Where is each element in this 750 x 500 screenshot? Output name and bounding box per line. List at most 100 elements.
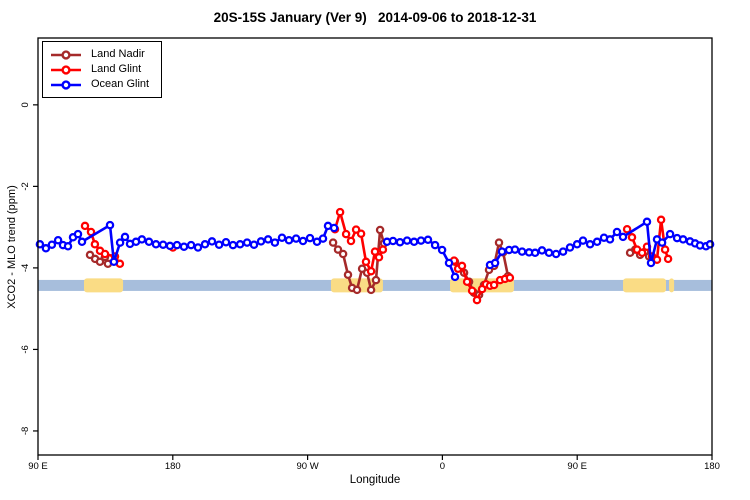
legend-marker: [61, 64, 71, 75]
data-point: [517, 247, 527, 256]
data-point: [637, 248, 647, 258]
data-point: [305, 233, 315, 243]
data-point: [214, 240, 224, 249]
data-point: [652, 255, 662, 264]
data-point: [665, 229, 675, 239]
data-point: [416, 236, 426, 245]
data-point: [462, 277, 472, 287]
data-point: [592, 237, 602, 247]
data-point: [270, 238, 280, 247]
y-axis-tick-label: -6: [20, 345, 31, 353]
data-point: [256, 237, 266, 246]
legend-marker: [61, 49, 71, 60]
data-point: [144, 237, 154, 247]
data-point: [228, 240, 238, 250]
data-point: [73, 229, 83, 239]
x-axis-title: Longitude: [349, 474, 401, 486]
data-point: [366, 266, 376, 276]
data-point: [277, 233, 287, 242]
data-point: [318, 234, 328, 243]
data-point: [657, 238, 667, 247]
data-point: [430, 240, 440, 250]
data-point: [298, 236, 308, 246]
legend-swatch-icon: [51, 64, 81, 75]
data-point: [77, 237, 87, 247]
land-strip-segment: [623, 278, 667, 293]
x-axis-tick-label: 90 E: [567, 461, 587, 472]
x-axis-tick-label: 0: [440, 461, 445, 472]
data-point: [41, 244, 51, 253]
data-point: [172, 240, 182, 250]
data-point: [90, 240, 100, 249]
data-point: [193, 243, 203, 252]
data-point: [618, 232, 628, 242]
data-point: [351, 225, 361, 234]
data-point: [572, 240, 582, 249]
data-point: [551, 249, 561, 259]
legend-item: Land Nadir: [49, 47, 149, 62]
data-point: [100, 249, 110, 259]
data-point: [80, 221, 90, 231]
data-point: [346, 236, 356, 246]
data-point: [378, 245, 388, 254]
data-point: [85, 250, 95, 260]
data-point: [457, 261, 467, 271]
data-point: [242, 238, 252, 247]
data-point: [395, 237, 405, 247]
data-point: [207, 237, 217, 246]
data-point: [612, 227, 622, 237]
data-point: [105, 220, 115, 230]
data-point: [505, 273, 515, 282]
data-point: [370, 247, 380, 256]
legend-marker: [61, 79, 71, 90]
data-point: [660, 245, 670, 254]
series-ocean-glint: [35, 217, 715, 282]
data-point: [179, 242, 189, 251]
data-point: [115, 238, 125, 247]
data-point: [423, 235, 433, 245]
y-axis-tick-label: -4: [20, 264, 31, 272]
data-point: [530, 248, 540, 258]
x-axis-tick-label: 90 E: [28, 461, 48, 472]
data-point: [565, 243, 575, 252]
data-point: [263, 235, 273, 244]
data-point: [375, 225, 385, 235]
data-point: [341, 229, 351, 239]
data-point: [137, 235, 147, 244]
y-axis-title: XCO2 - MLO trend (ppm): [6, 185, 18, 309]
data-point: [663, 254, 673, 264]
data-point: [678, 235, 688, 244]
data-point: [357, 264, 367, 273]
data-point: [361, 257, 371, 267]
data-point: [388, 236, 398, 246]
data-point: [374, 253, 384, 262]
data-point: [200, 240, 210, 249]
data-point: [356, 229, 366, 238]
data-point: [366, 285, 376, 295]
data-point: [335, 207, 345, 217]
data-point: [109, 257, 119, 267]
data-point: [221, 237, 231, 247]
data-point: [291, 234, 301, 243]
legend-label: Ocean Glint: [91, 78, 150, 90]
series-land-glint: [80, 207, 673, 305]
data-point: [489, 280, 499, 290]
legend-box: Land Nadir Land Glint Ocean Glint: [42, 41, 163, 98]
data-point: [585, 240, 595, 249]
data-point: [158, 240, 168, 249]
data-point: [510, 245, 520, 254]
data-point: [627, 233, 637, 242]
data-point: [622, 224, 632, 234]
data-point: [312, 237, 322, 247]
data-point: [450, 272, 460, 282]
data-point: [47, 240, 57, 249]
data-point: [235, 240, 245, 249]
y-axis-tick-label: -8: [20, 427, 31, 435]
x-axis-tick-label: 180: [165, 461, 181, 472]
data-point: [329, 223, 339, 233]
data-point: [578, 236, 588, 245]
legend-item: Land Glint: [49, 62, 149, 77]
data-point: [537, 246, 547, 255]
data-point: [333, 245, 343, 254]
